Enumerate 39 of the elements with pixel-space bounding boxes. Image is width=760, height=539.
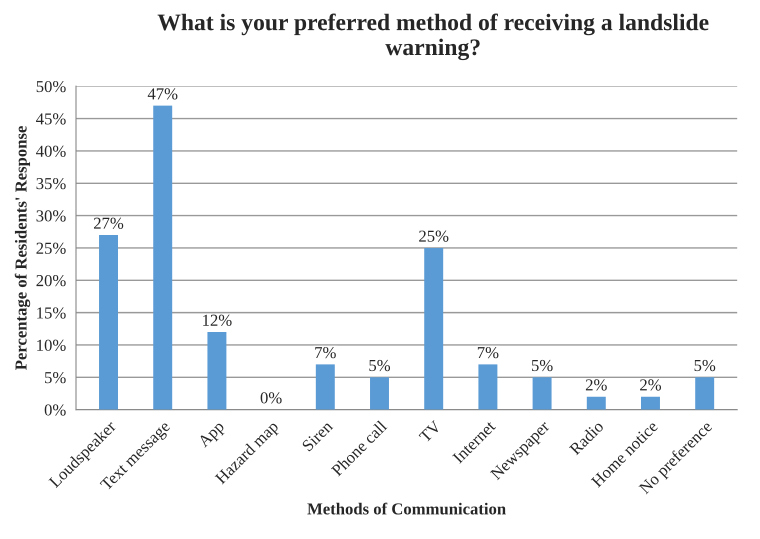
bar [478, 364, 498, 410]
x-tick-label: TV [418, 420, 442, 444]
data-label: 5% [694, 360, 716, 372]
data-label: 5% [532, 360, 553, 372]
bar [424, 248, 444, 410]
bar [153, 106, 172, 410]
y-tick-label: 50% [36, 80, 66, 92]
data-label: 7% [478, 346, 498, 358]
chart-title: What is your preferred method of receiving a landslide warning? [158, 13, 709, 60]
data-label: 2% [640, 379, 662, 391]
bar [316, 364, 335, 410]
y-tick-label: 15% [37, 307, 66, 319]
y-tick-label: 35% [36, 178, 66, 190]
bar [370, 377, 389, 410]
bar [207, 332, 226, 410]
data-label: 2% [586, 379, 607, 391]
data-label: 25% [419, 230, 448, 242]
y-tick-label: 45% [36, 113, 66, 125]
bar [695, 377, 714, 410]
x-tick-label: Siren [302, 420, 334, 452]
data-label: 27% [94, 218, 124, 229]
y-tick-label: 30% [36, 210, 66, 222]
data-label: 47% [148, 88, 178, 100]
data-label: 0% [260, 392, 282, 404]
x-axis-title: Methods of Communication [307, 502, 506, 515]
y-tick-label: 10% [37, 340, 66, 351]
data-label: 12% [203, 314, 232, 326]
y-tick-label: 20% [36, 274, 66, 286]
y-tick-label: 0% [44, 404, 66, 416]
y-tick-label: 40% [36, 146, 66, 157]
y-tick-label: 5% [45, 372, 66, 384]
y-tick-label: 25% [36, 242, 66, 254]
bar [586, 396, 606, 410]
bar [641, 396, 660, 410]
y-axis-title: Percentage of Residents' Response [14, 126, 30, 370]
data-label: 5% [369, 360, 390, 372]
data-label: 7% [315, 346, 336, 358]
bar [532, 377, 552, 410]
bar [99, 235, 118, 410]
